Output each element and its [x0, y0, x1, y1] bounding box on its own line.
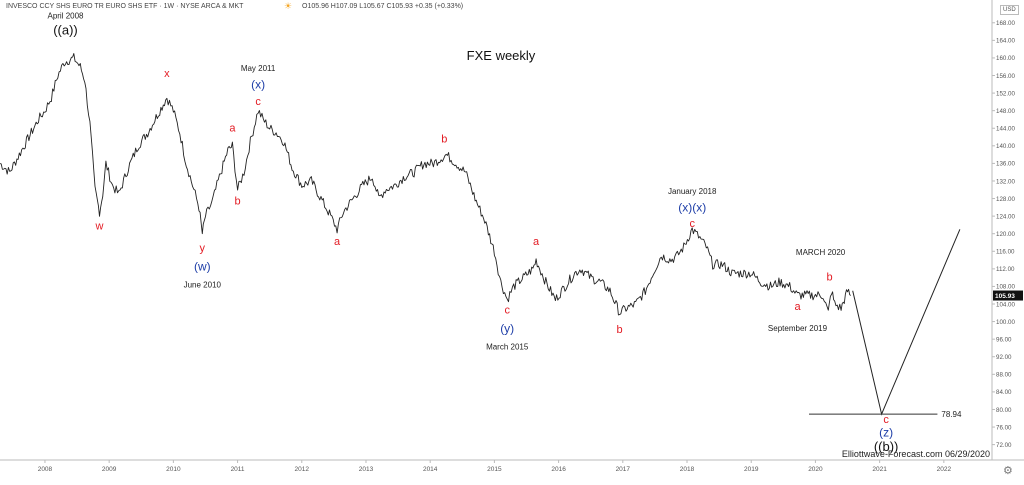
y-tick-label: 108.00	[996, 284, 1015, 291]
y-tick-label: 104.00	[996, 301, 1015, 308]
y-tick-label: 140.00	[996, 143, 1015, 150]
y-tick-label: 80.00	[996, 407, 1012, 414]
y-tick-label: 124.00	[996, 213, 1015, 220]
y-tick-label: 164.00	[996, 38, 1015, 45]
currency-badge[interactable]: USD	[1000, 5, 1019, 15]
x-tick-label: 2013	[359, 466, 374, 473]
wave-label: June 2010	[184, 280, 222, 289]
wave-label: y	[200, 242, 206, 254]
wave-label: b	[827, 271, 833, 283]
wave-label: (w)	[194, 260, 211, 274]
wave-label: a	[533, 236, 540, 248]
y-tick-label: 116.00	[996, 249, 1015, 256]
wave-label: May 2011	[241, 64, 276, 73]
x-tick-label: 2008	[38, 466, 53, 473]
x-tick-label: 2012	[295, 466, 310, 473]
x-tick-label: 2022	[937, 466, 952, 473]
x-tick-label: 2020	[808, 466, 823, 473]
price-series-line	[0, 53, 851, 316]
y-tick-label: 84.00	[996, 389, 1012, 396]
x-tick-label: 2016	[551, 466, 566, 473]
wave-label: a	[334, 236, 341, 248]
x-tick-label: 2021	[872, 466, 887, 473]
wave-label: c	[504, 305, 510, 317]
y-tick-label: 96.00	[996, 336, 1012, 343]
y-tick-label: 136.00	[996, 161, 1015, 168]
y-tick-label: 92.00	[996, 354, 1012, 361]
wave-label: (x)(x)	[678, 201, 706, 215]
x-tick-label: 2009	[102, 466, 117, 473]
y-tick-label: 152.00	[996, 90, 1015, 97]
x-tick-label: 2010	[166, 466, 181, 473]
watermark-text: Elliottwave-Forecast.com 06/29/2020	[842, 449, 990, 459]
wave-label: April 2008	[47, 11, 84, 20]
wave-label: ((a))	[53, 23, 78, 38]
wave-label: September 2019	[768, 324, 828, 333]
wave-label: (x)	[251, 78, 265, 92]
y-tick-label: 120.00	[996, 231, 1015, 238]
last-price-tag	[993, 290, 1023, 301]
ohlc-readout: O105.96 H107.09 L105.67 C105.93 +0.35 (+…	[302, 3, 464, 10]
gear-icon[interactable]: ⚙	[1003, 465, 1013, 477]
x-tick-label: 2015	[487, 466, 502, 473]
wave-label: ((b))	[874, 439, 899, 454]
y-tick-label: 156.00	[996, 73, 1015, 80]
wave-label: b	[441, 134, 447, 146]
wave-label: c	[255, 96, 261, 108]
wave-label: x	[164, 68, 170, 80]
y-tick-label: 144.00	[996, 126, 1015, 133]
wave-label: c	[883, 414, 889, 426]
wave-label: c	[689, 218, 695, 230]
y-tick-label: 76.00	[996, 424, 1012, 431]
x-tick-label: 2018	[680, 466, 695, 473]
x-tick-label: 2017	[616, 466, 631, 473]
sun-icon[interactable]: ☀	[284, 1, 293, 11]
wave-label: (z)	[879, 425, 893, 439]
y-tick-label: 88.00	[996, 372, 1012, 379]
wave-label: b	[617, 324, 623, 336]
level-line-label: 78.94	[941, 410, 962, 419]
y-tick-label: 168.00	[996, 20, 1015, 27]
wave-label: January 2018	[668, 187, 717, 196]
y-tick-label: 72.00	[996, 442, 1012, 449]
chart-title: FXE weekly	[467, 48, 536, 63]
x-tick-label: 2019	[744, 466, 759, 473]
y-tick-label: 112.00	[996, 266, 1015, 273]
y-tick-label: 160.00	[996, 55, 1015, 62]
wave-label: b	[235, 196, 241, 208]
y-tick-label: 100.00	[996, 319, 1015, 326]
wave-label: March 2015	[486, 343, 529, 352]
wave-label: (y)	[500, 322, 514, 336]
wave-label: a	[229, 122, 236, 134]
last-price-label: 105.93	[995, 293, 1015, 300]
y-tick-label: 148.00	[996, 108, 1015, 115]
wave-label: w	[95, 220, 104, 232]
y-tick-label: 128.00	[996, 196, 1015, 203]
y-tick-label: 132.00	[996, 178, 1015, 185]
x-tick-label: 2014	[423, 466, 438, 473]
instrument-title[interactable]: INVESCO CCY SHS EURO TR EURO SHS ETF · 1…	[6, 3, 244, 10]
wave-label: a	[794, 301, 801, 313]
wave-label: MARCH 2020	[796, 248, 846, 257]
x-tick-label: 2011	[231, 466, 245, 473]
projection-line	[852, 229, 961, 416]
